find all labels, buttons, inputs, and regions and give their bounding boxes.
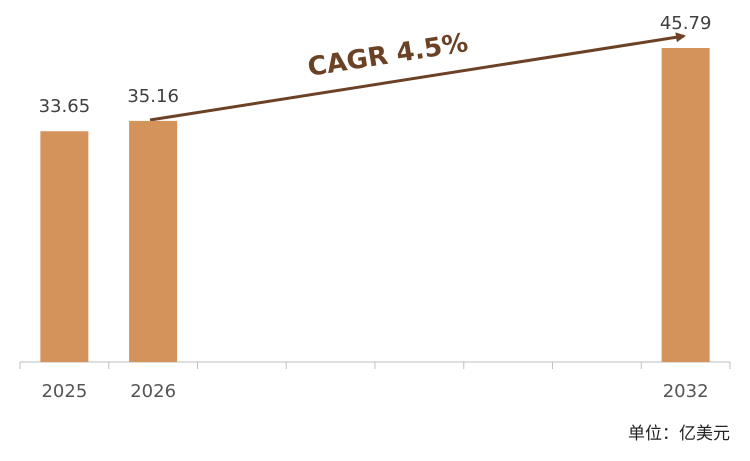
- bar: [661, 48, 710, 362]
- value-label: 35.16: [127, 86, 179, 107]
- value-label: 33.65: [39, 96, 91, 117]
- value-label: 45.79: [660, 13, 712, 34]
- unit-label: 单位：亿美元: [628, 424, 730, 444]
- x-tick-label: 2032: [663, 381, 709, 402]
- cagr-arrow: [149, 32, 686, 122]
- x-tick-label: 2025: [41, 381, 87, 402]
- x-tick-label: 2026: [130, 381, 176, 402]
- bar: [129, 120, 178, 363]
- bar: [40, 131, 89, 362]
